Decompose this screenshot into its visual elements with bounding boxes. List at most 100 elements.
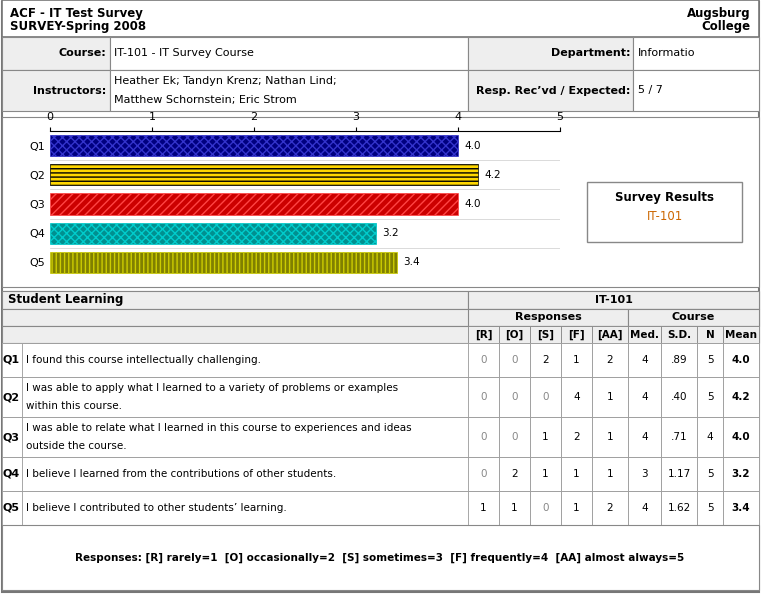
Text: 1: 1	[573, 469, 580, 479]
Text: 2: 2	[607, 503, 613, 513]
Bar	[2, 525, 759, 590]
Text: Q3: Q3	[2, 432, 20, 442]
Text: 5 / 7: 5 / 7	[638, 86, 663, 96]
Text: 0: 0	[480, 392, 487, 402]
Bar	[2, 457, 22, 491]
Text: SURVEY-Spring 2008: SURVEY-Spring 2008	[10, 20, 146, 33]
Bar	[697, 491, 723, 525]
Text: 2: 2	[607, 355, 613, 365]
Text: Q1: Q1	[2, 355, 20, 365]
Bar	[499, 417, 530, 457]
Bar	[628, 417, 661, 457]
Text: 0: 0	[511, 432, 517, 442]
Bar	[561, 326, 592, 343]
Text: outside the course.: outside the course.	[26, 441, 126, 451]
Bar	[628, 457, 661, 491]
Text: College: College	[702, 20, 751, 33]
Bar	[468, 326, 499, 343]
Bar	[468, 417, 499, 457]
Text: I believe I contributed to other students’ learning.: I believe I contributed to other student…	[26, 503, 287, 513]
Text: [O]: [O]	[505, 329, 524, 340]
Bar	[723, 457, 759, 491]
Bar	[499, 491, 530, 525]
Bar	[723, 343, 759, 377]
Text: IT-101: IT-101	[646, 210, 683, 223]
Text: 0: 0	[543, 392, 549, 402]
Bar	[592, 457, 628, 491]
Bar	[561, 491, 592, 525]
Bar	[2, 117, 759, 287]
Text: 4.0: 4.0	[731, 432, 750, 442]
Text: 0: 0	[511, 355, 517, 365]
Bar	[628, 343, 661, 377]
Text: Augsburg: Augsburg	[687, 7, 751, 20]
Bar	[2, 343, 759, 377]
Bar	[587, 182, 742, 242]
Text: 0: 0	[511, 392, 517, 402]
Bar	[661, 377, 697, 417]
Text: Student Learning: Student Learning	[8, 293, 123, 307]
Text: [R]: [R]	[475, 329, 492, 340]
Bar	[723, 377, 759, 417]
Bar	[2, 491, 22, 525]
Text: [F]: [F]	[568, 329, 584, 340]
Text: 4.0: 4.0	[731, 355, 750, 365]
Bar	[2, 70, 110, 111]
Bar	[723, 417, 759, 457]
Text: 1: 1	[542, 432, 549, 442]
Text: 1: 1	[573, 503, 580, 513]
Bar	[628, 491, 661, 525]
Text: 5: 5	[707, 469, 713, 479]
Bar	[2, 291, 759, 309]
Bar	[468, 309, 628, 326]
Bar	[697, 326, 723, 343]
Text: 3.2: 3.2	[383, 228, 400, 238]
Bar	[2, 417, 759, 457]
Bar	[468, 343, 499, 377]
Bar	[723, 491, 759, 525]
Bar	[468, 377, 499, 417]
Bar	[468, 291, 759, 309]
Bar	[592, 326, 628, 343]
Bar	[628, 377, 661, 417]
Bar	[499, 377, 530, 417]
Bar	[661, 417, 697, 457]
Bar	[50, 223, 377, 244]
Bar	[50, 194, 458, 214]
Bar	[110, 37, 468, 70]
Text: 0: 0	[543, 503, 549, 513]
Text: 4: 4	[642, 432, 648, 442]
Text: Survey Results: Survey Results	[615, 191, 714, 204]
Bar	[592, 417, 628, 457]
Bar	[661, 457, 697, 491]
Bar	[50, 252, 396, 273]
Bar	[530, 377, 561, 417]
Bar	[468, 491, 499, 525]
Text: IT-101 - IT Survey Course: IT-101 - IT Survey Course	[114, 49, 254, 58]
Bar	[2, 491, 759, 525]
Text: Q4: Q4	[2, 469, 20, 479]
Text: I found this course intellectually challenging.: I found this course intellectually chall…	[26, 355, 261, 365]
Bar	[530, 343, 561, 377]
Bar	[697, 377, 723, 417]
Bar	[2, 377, 22, 417]
Bar	[661, 491, 697, 525]
Text: I was able to relate what I learned in this course to experiences and ideas: I was able to relate what I learned in t…	[26, 423, 412, 433]
Text: IT-101: IT-101	[594, 295, 632, 305]
Text: 5: 5	[707, 503, 713, 513]
Text: 3.2: 3.2	[732, 469, 750, 479]
Text: [AA]: [AA]	[597, 329, 622, 340]
Bar	[697, 343, 723, 377]
Text: 4.0: 4.0	[464, 141, 481, 151]
Text: 2: 2	[573, 432, 580, 442]
Text: N: N	[705, 330, 715, 340]
Text: 4.2: 4.2	[731, 392, 750, 402]
Bar	[628, 326, 661, 343]
Text: 4: 4	[642, 355, 648, 365]
Text: 4: 4	[642, 392, 648, 402]
Bar	[468, 70, 633, 111]
Text: 1: 1	[542, 469, 549, 479]
Text: 2: 2	[542, 355, 549, 365]
Bar	[2, 417, 22, 457]
Bar	[499, 326, 530, 343]
